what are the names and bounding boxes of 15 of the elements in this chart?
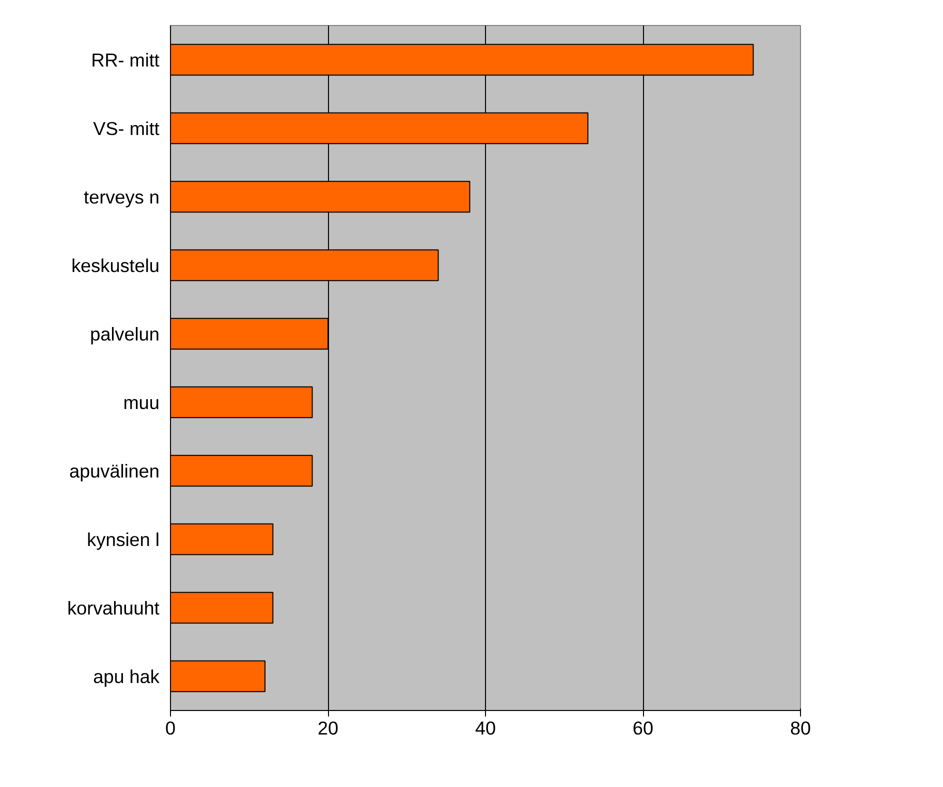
y-tick-label: RR- mitt [91,49,160,70]
y-tick-label: muu [123,392,160,413]
y-tick-label: korvahuuht [67,597,160,618]
y-tick-label: keskustelu [71,254,160,276]
x-tick-label: 40 [475,718,496,738]
y-tick-label: terveys n [84,186,160,208]
x-tick-label: 0 [165,718,176,738]
y-tick-label: palvelun [90,323,160,344]
y-tick-label: VS- mitt [93,118,160,139]
x-tick-label: 80 [790,718,811,738]
x-tick-label: 60 [632,718,654,738]
y-tick-label: apu hak [93,666,160,687]
y-tick-label: kynsien l [86,528,160,550]
x-tick-label: 20 [318,718,338,738]
y-tick-label: apuvälinen [69,460,160,482]
